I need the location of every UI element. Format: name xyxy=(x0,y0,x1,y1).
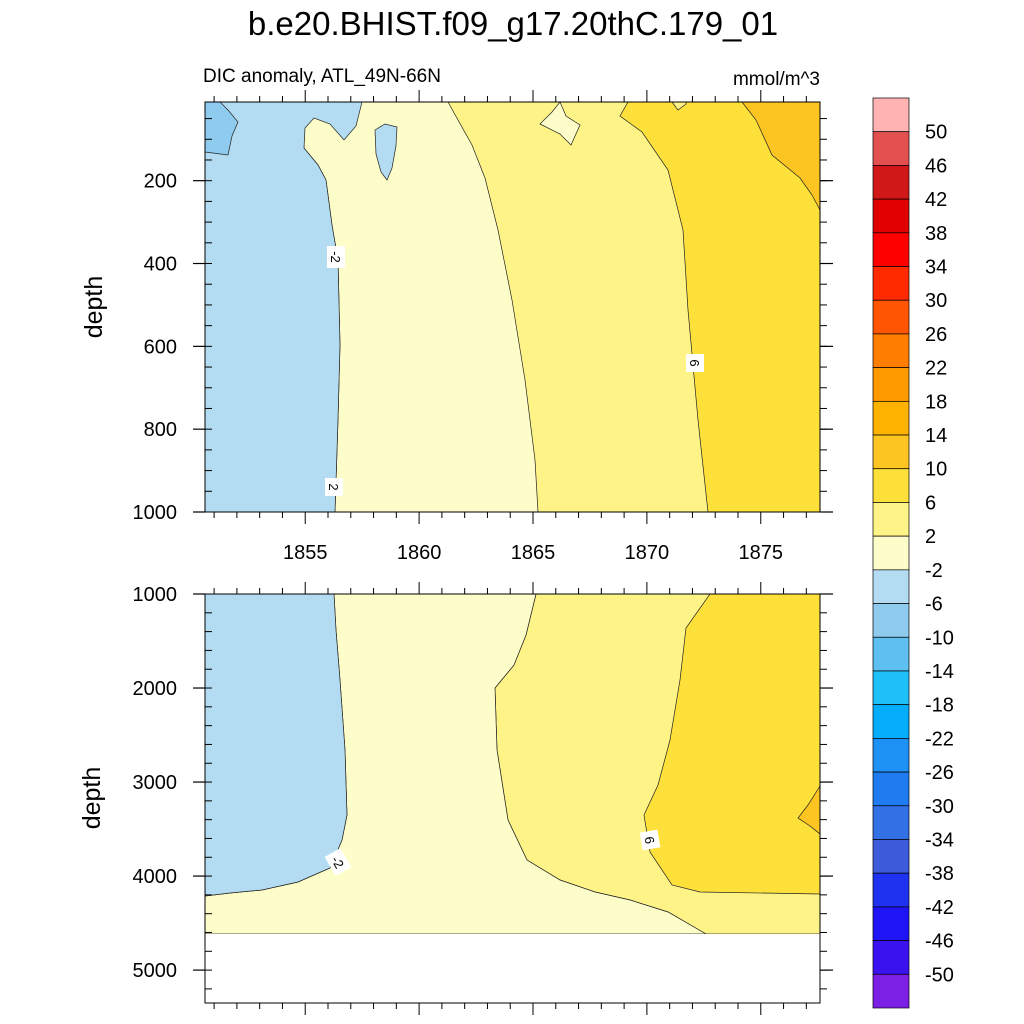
colorbar-swatch xyxy=(872,940,910,975)
colorbar-label: -22 xyxy=(925,728,954,750)
blob-minus6-minus2 xyxy=(374,123,398,181)
upper-contour-label-2: 2 xyxy=(326,483,341,490)
colorbar-swatch xyxy=(872,535,910,571)
colorbar-label: 22 xyxy=(925,358,947,380)
colorbar-label: -2 xyxy=(925,560,943,582)
upper-x-tick-label: 1855 xyxy=(283,542,328,564)
upper-x-tick-label: 1870 xyxy=(625,542,670,564)
lower-y-tick-label: 4000 xyxy=(133,866,178,888)
colorbar-label: 26 xyxy=(925,324,947,346)
colorbar-label: 38 xyxy=(925,223,947,245)
colorbar-label: 14 xyxy=(925,425,947,447)
lower-plot-frame xyxy=(204,593,821,1004)
region-minus6-minus2 xyxy=(205,594,348,897)
lower-y-tick-label: 3000 xyxy=(133,772,178,794)
colorbar-swatch xyxy=(872,468,910,503)
upper-y-tick-label: 200 xyxy=(144,171,177,193)
lower-y-tick-label: 1000 xyxy=(133,584,178,606)
colorbar-swatch xyxy=(872,636,910,672)
upper-contour-labels: -2 2 6 xyxy=(325,246,704,496)
region-minus10-minus6 xyxy=(205,102,239,156)
region-10-14 xyxy=(741,102,820,211)
colorbar-label: -18 xyxy=(925,695,954,717)
colorbar-swatch xyxy=(872,434,910,470)
colorbar-label: -26 xyxy=(925,762,954,784)
colorbar-label: 42 xyxy=(925,189,947,211)
upper-contour-label-6: 6 xyxy=(687,359,702,366)
colorbar-swatch xyxy=(872,165,910,200)
blob-2-6 xyxy=(671,102,687,111)
colorbar-swatch xyxy=(872,603,910,638)
lower-y-ticks: 1000 2000 3000 4000 5000 xyxy=(133,584,833,990)
blob-minus2-2 xyxy=(539,102,581,146)
colorbar-swatch xyxy=(872,771,910,807)
colorbar-swatch xyxy=(872,333,910,368)
upper-x-tick-label: 1875 xyxy=(739,542,784,564)
colorbar-label: 46 xyxy=(925,155,947,177)
region-minus6-minus2 xyxy=(205,102,363,512)
colorbar-label: 18 xyxy=(925,391,947,413)
colorbar-swatch xyxy=(872,973,910,1009)
colorbar-label: -50 xyxy=(925,964,954,986)
upper-y-tick-label: 600 xyxy=(144,336,177,358)
colorbar-label: -14 xyxy=(925,661,954,683)
colorbar-swatch xyxy=(872,502,910,537)
colorbar-label: -46 xyxy=(925,931,954,953)
chart-subtitle-left: DIC anomaly, ATL_49N-66N xyxy=(203,66,441,87)
colorbar-swatch xyxy=(872,872,910,908)
colorbar-swatch xyxy=(872,738,910,773)
colorbar-label: 6 xyxy=(925,492,936,514)
lower-y-tick-label: 2000 xyxy=(133,678,178,700)
colorbar-label: 34 xyxy=(925,257,947,279)
colorbar-label: -34 xyxy=(925,829,954,851)
lower-panel: -2 6 depth 1000 2000 3000 4000 5000 xyxy=(78,582,833,1015)
colorbar-label: -30 xyxy=(925,796,954,818)
lower-y-tick-label: 5000 xyxy=(133,960,178,982)
colorbar-swatch xyxy=(872,704,910,739)
colorbar-swatch xyxy=(872,400,910,436)
upper-y-tick-label: 800 xyxy=(144,419,177,441)
upper-y-tick-label: 400 xyxy=(144,254,177,276)
lower-x-ticks xyxy=(213,582,807,1015)
colorbar-swatch xyxy=(872,839,910,874)
colorbar-label: 30 xyxy=(925,290,947,312)
region-10-14 xyxy=(797,785,820,835)
colorbar-label: 10 xyxy=(925,459,947,481)
upper-y-ticks: 200 400 600 800 1000 xyxy=(133,118,833,524)
upper-x-tick-label: 1860 xyxy=(397,542,442,564)
colorbar: 50 46 42 38 34 30 26 22 18 14 10 6 2 -2 -6 -10 -14 -18 -22… xyxy=(872,97,954,1009)
upper-plot-frame xyxy=(204,101,821,513)
colorbar-swatch xyxy=(872,232,910,267)
no-data-region xyxy=(205,934,820,1003)
upper-contour-label-minus2: -2 xyxy=(328,251,343,263)
colorbar-swatch xyxy=(872,198,910,234)
colorbar-label: 2 xyxy=(925,526,936,548)
upper-y-axis-label: depth xyxy=(80,276,108,339)
colorbar-label: -6 xyxy=(925,594,943,616)
region-6-10 xyxy=(619,102,820,512)
upper-x-tick-label: 1865 xyxy=(511,542,556,564)
colorbar-swatch xyxy=(872,805,910,840)
colorbar-swatch xyxy=(872,906,910,941)
colorbar-swatch xyxy=(872,299,910,335)
colorbar-swatch xyxy=(872,97,910,133)
colorbar-label: -10 xyxy=(925,627,954,649)
upper-y-tick-label: 1000 xyxy=(133,502,178,524)
colorbar-swatch xyxy=(872,569,910,604)
lower-contour-labels: -2 6 xyxy=(324,829,661,877)
colorbar-swatch xyxy=(872,670,910,706)
colorbar-label: 50 xyxy=(925,122,947,144)
colorbar-label: -42 xyxy=(925,897,954,919)
colorbar-swatch xyxy=(872,367,910,402)
lower-contour-label-6: 6 xyxy=(641,835,657,845)
colorbar-swatch xyxy=(872,131,910,166)
chart-title: b.e20.BHIST.f09_g17.20thC.179_01 xyxy=(248,5,778,42)
lower-y-axis-label: depth xyxy=(78,767,106,830)
chart-subtitle-right: mmol/m^3 xyxy=(733,69,820,90)
colorbar-label: -38 xyxy=(925,863,954,885)
upper-x-ticks: 1855 1860 1865 1870 1875 xyxy=(213,90,807,564)
colorbar-swatch xyxy=(872,266,910,301)
